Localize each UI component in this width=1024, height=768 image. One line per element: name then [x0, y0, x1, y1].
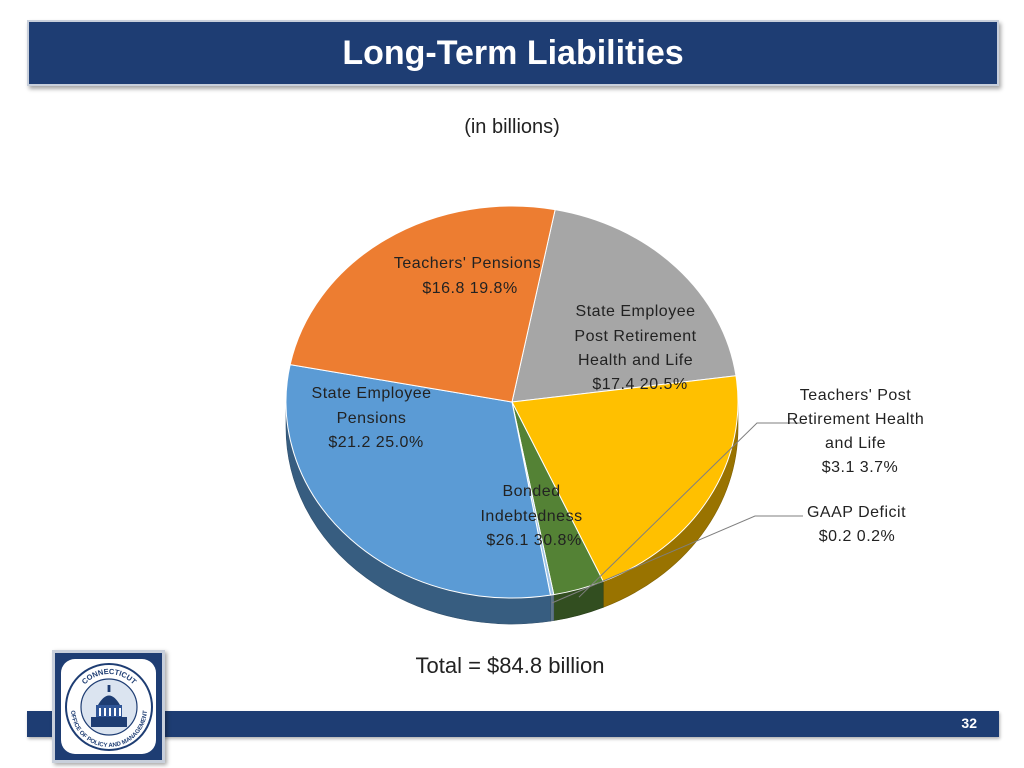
label-state-employee-post-retirement: State Employee Post Retirement Health an…: [574, 303, 701, 393]
footer-bar: 32: [27, 711, 999, 737]
leader-line-teachers-post-retirement: [578, 422, 805, 598]
label-teachers-pensions-value: $16.8 19.8%: [422, 280, 517, 297]
opm-seal-logo: CONNECTICUT OFFICE OF POLICY AND MANAGEM…: [61, 659, 156, 754]
page-number: 32: [961, 715, 977, 731]
label-bonded-indebtedness: Bonded Indebtedness $26.1 30.8%: [480, 483, 587, 549]
label-gaap-line-1: GAAP Deficit: [807, 504, 906, 521]
pie-slices: [285, 205, 739, 599]
pie-slice-bonded-indebtedness: [285, 364, 551, 599]
label-sepr-value: $17.4 20.5%: [592, 376, 687, 393]
label-sep-value: $21.2 25.0%: [328, 434, 423, 451]
chart-subtitle: (in billions): [464, 116, 560, 138]
label-tpr-line-3: and Life: [825, 435, 886, 452]
label-teachers-pensions: Teachers' Pensions $16.8 19.8%: [394, 255, 546, 297]
pie-slice-teachers-pensions: [511, 209, 737, 403]
pie-slice-state-employee-pensions: [289, 205, 556, 403]
label-tpr-value: $3.1 3.7%: [822, 459, 899, 476]
pie-side-gaap-deficit: [550, 594, 555, 622]
capitol-dome-icon: [91, 685, 127, 727]
title-bar: Long-Term Liabilities: [27, 20, 999, 86]
label-sep-line-1: State Employee: [312, 385, 432, 402]
label-sepr-line-1: State Employee: [576, 303, 696, 320]
leader-lines: [551, 422, 805, 604]
label-state-employee-pensions: State Employee Pensions $21.2 25.0%: [312, 385, 437, 451]
label-teachers-post-retirement: Teachers' Post Retirement Health and Lif…: [787, 387, 929, 476]
label-sepr-line-3: Health and Life: [578, 352, 693, 369]
leader-line-gaap-deficit: [551, 515, 803, 604]
label-teachers-pensions-line-1: Teachers' Pensions: [394, 255, 541, 272]
label-gaap-deficit: GAAP Deficit $0.2 0.2%: [807, 504, 911, 545]
total-label: Total = $84.8 billion: [415, 653, 605, 678]
label-bonded-line-2: Indebtedness: [480, 508, 582, 525]
pie-slice-state-employee-post-retirement-health-and-life: [511, 375, 739, 582]
label-sepr-line-2: Post Retirement: [574, 328, 696, 345]
label-sep-line-2: Pensions: [337, 410, 407, 427]
logo-frame: CONNECTICUT OFFICE OF POLICY AND MANAGEM…: [52, 650, 165, 763]
label-bonded-line-1: Bonded: [502, 483, 560, 500]
label-tpr-line-1: Teachers' Post: [800, 387, 911, 404]
label-tpr-line-2: Retirement Health: [787, 411, 924, 428]
label-gaap-value: $0.2 0.2%: [819, 528, 896, 545]
label-bonded-value: $26.1 30.8%: [486, 532, 581, 549]
slide-title: Long-Term Liabilities: [342, 34, 684, 72]
